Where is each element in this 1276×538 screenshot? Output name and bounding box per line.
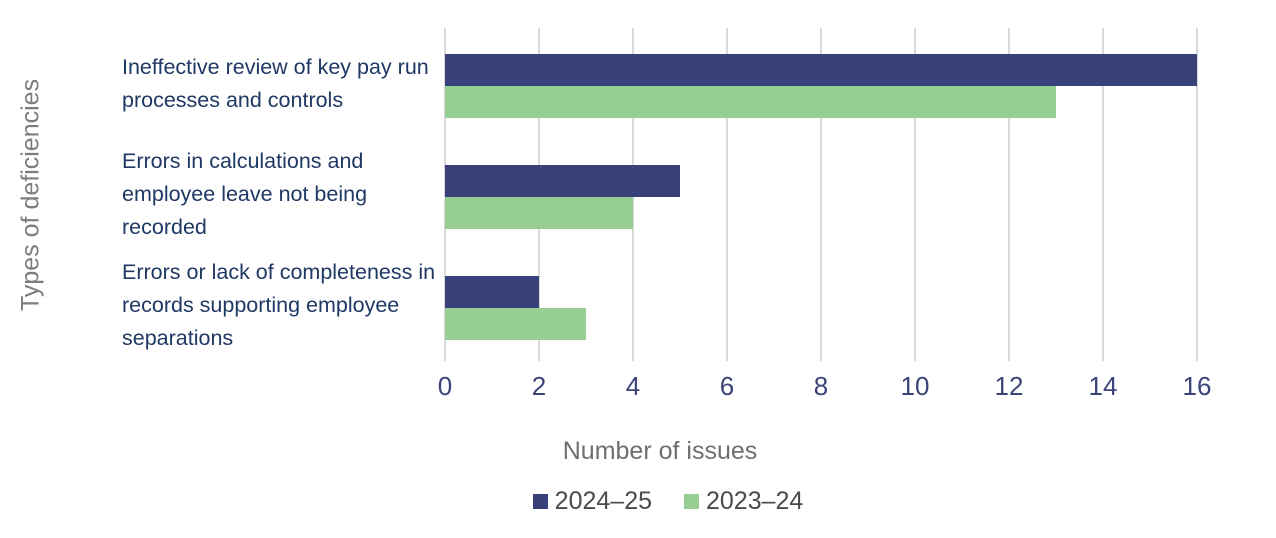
gridline: [820, 28, 822, 361]
category-label: Ineffective review of key pay run proces…: [122, 54, 429, 112]
legend: 2024–25 2023–24: [445, 487, 891, 516]
plot-area: [444, 28, 1198, 361]
category-label: Errors or lack of completeness in record…: [122, 260, 436, 350]
bar-2024-25: [445, 54, 1197, 86]
x-tick-label: 0: [437, 371, 453, 401]
category-labels: Ineffective review of key pay run proces…: [122, 28, 442, 361]
legend-swatch-icon: [684, 494, 699, 509]
bar-2024-25: [445, 165, 680, 197]
x-tick-label: 8: [813, 371, 829, 401]
bar-group: [445, 139, 1197, 250]
bar-group: [445, 28, 1197, 139]
legend-label: 2024–25: [554, 487, 652, 515]
x-tick-label: 14: [1088, 371, 1118, 401]
gridline: [914, 28, 916, 361]
bar-2024-25: [445, 276, 539, 308]
bar-group: [445, 250, 1197, 361]
bar-2023-24: [445, 86, 1056, 118]
gridline: [726, 28, 728, 361]
legend-swatch-icon: [532, 494, 548, 509]
y-axis-title: Types of deficiencies: [16, 78, 45, 311]
x-tick-label: 10: [900, 371, 930, 401]
bar-2023-24: [445, 308, 586, 340]
gridline: [1008, 28, 1010, 361]
legend-label: 2023–24: [706, 487, 804, 515]
gridline: [1102, 28, 1104, 361]
x-tick-label: 16: [1182, 371, 1212, 401]
x-tick-label: 6: [719, 371, 735, 401]
x-tick-label: 4: [625, 371, 641, 401]
bar-2023-24: [445, 197, 633, 229]
gridline: [1196, 28, 1198, 361]
legend-item: 2024–25: [532, 487, 652, 516]
x-axis-title: Number of issues: [562, 437, 758, 465]
legend-item: 2023–24: [684, 487, 803, 516]
x-tick-label: 12: [994, 371, 1024, 401]
x-tick-label: 2: [531, 371, 547, 401]
category-label: Errors in calculations and employee leav…: [122, 149, 368, 239]
x-axis-ticks: 0 2 4 6 8 10 12 14 16: [438, 371, 1212, 401]
